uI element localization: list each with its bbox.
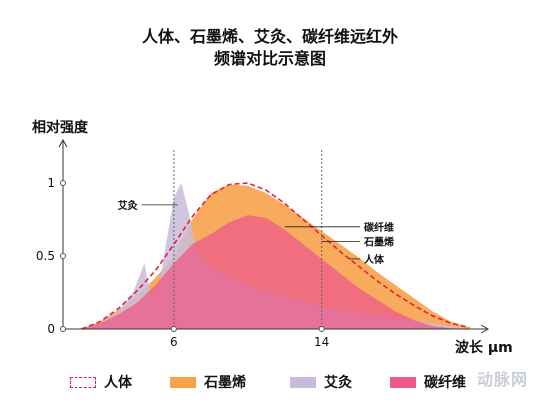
y-tick-mark (60, 253, 66, 259)
series-line-human-body (81, 182, 470, 330)
legend-item-human-body: 人体 (70, 372, 132, 392)
x-tick-label: 6 (170, 335, 178, 349)
legend-label-carbon-fiber: 碳纤维 (424, 375, 466, 391)
series-areas (81, 182, 470, 330)
annotation-label-carbon-fiber: 碳纤维 (364, 221, 394, 234)
annotation-label-human-body: 人体 (364, 253, 385, 266)
legend-item-carbon-fiber: 碳纤维 (390, 372, 466, 392)
x-axis-label: 波长 μm (455, 339, 513, 356)
chart-title-block: 人体、石墨烯、艾灸、碳纤维远红外 频谱对比示意图 (0, 26, 540, 70)
y-axis-arrow (58, 138, 68, 148)
legend-label-moxibustion: 艾灸 (324, 375, 352, 391)
y-tick-label: 0 (47, 322, 55, 336)
legend-swatch-human-body (70, 376, 96, 388)
grid-lines (173, 150, 323, 329)
legend-label-human-body: 人体 (104, 375, 132, 391)
watermark-logo: 动脉网 (476, 370, 528, 389)
legend: 人体 石墨烯 艾灸 碳纤维 (70, 372, 490, 392)
annotation-label-moxibustion: 艾灸 (118, 199, 139, 212)
y-axis-label: 相对强度 (32, 119, 89, 136)
x-tick-mark (318, 326, 325, 332)
legend-swatch-moxibustion (290, 376, 316, 388)
legend-item-graphene: 石墨烯 (170, 372, 246, 392)
legend-swatch-carbon-fiber (390, 376, 416, 388)
x-tick-mark (170, 326, 177, 332)
annotation-label-graphene: 石墨烯 (363, 235, 394, 248)
axes: 0 0.5 1 6 14 (36, 138, 490, 349)
x-axis-arrow (480, 324, 490, 334)
y-tick-label: 0.5 (36, 249, 55, 263)
legend-label-graphene: 石墨烯 (204, 375, 246, 391)
chart-subtitle: 频谱对比示意图 (213, 49, 326, 68)
legend-swatch-graphene (170, 376, 196, 388)
chart-title: 人体、石墨烯、艾灸、碳纤维远红外 (141, 27, 398, 46)
y-tick-mark (60, 326, 66, 332)
y-tick-label: 1 (47, 176, 55, 190)
y-tick-mark (60, 180, 66, 186)
x-tick-label: 14 (314, 335, 329, 349)
series-area-carbon-fiber (81, 215, 470, 329)
legend-item-moxibustion: 艾灸 (290, 372, 352, 392)
